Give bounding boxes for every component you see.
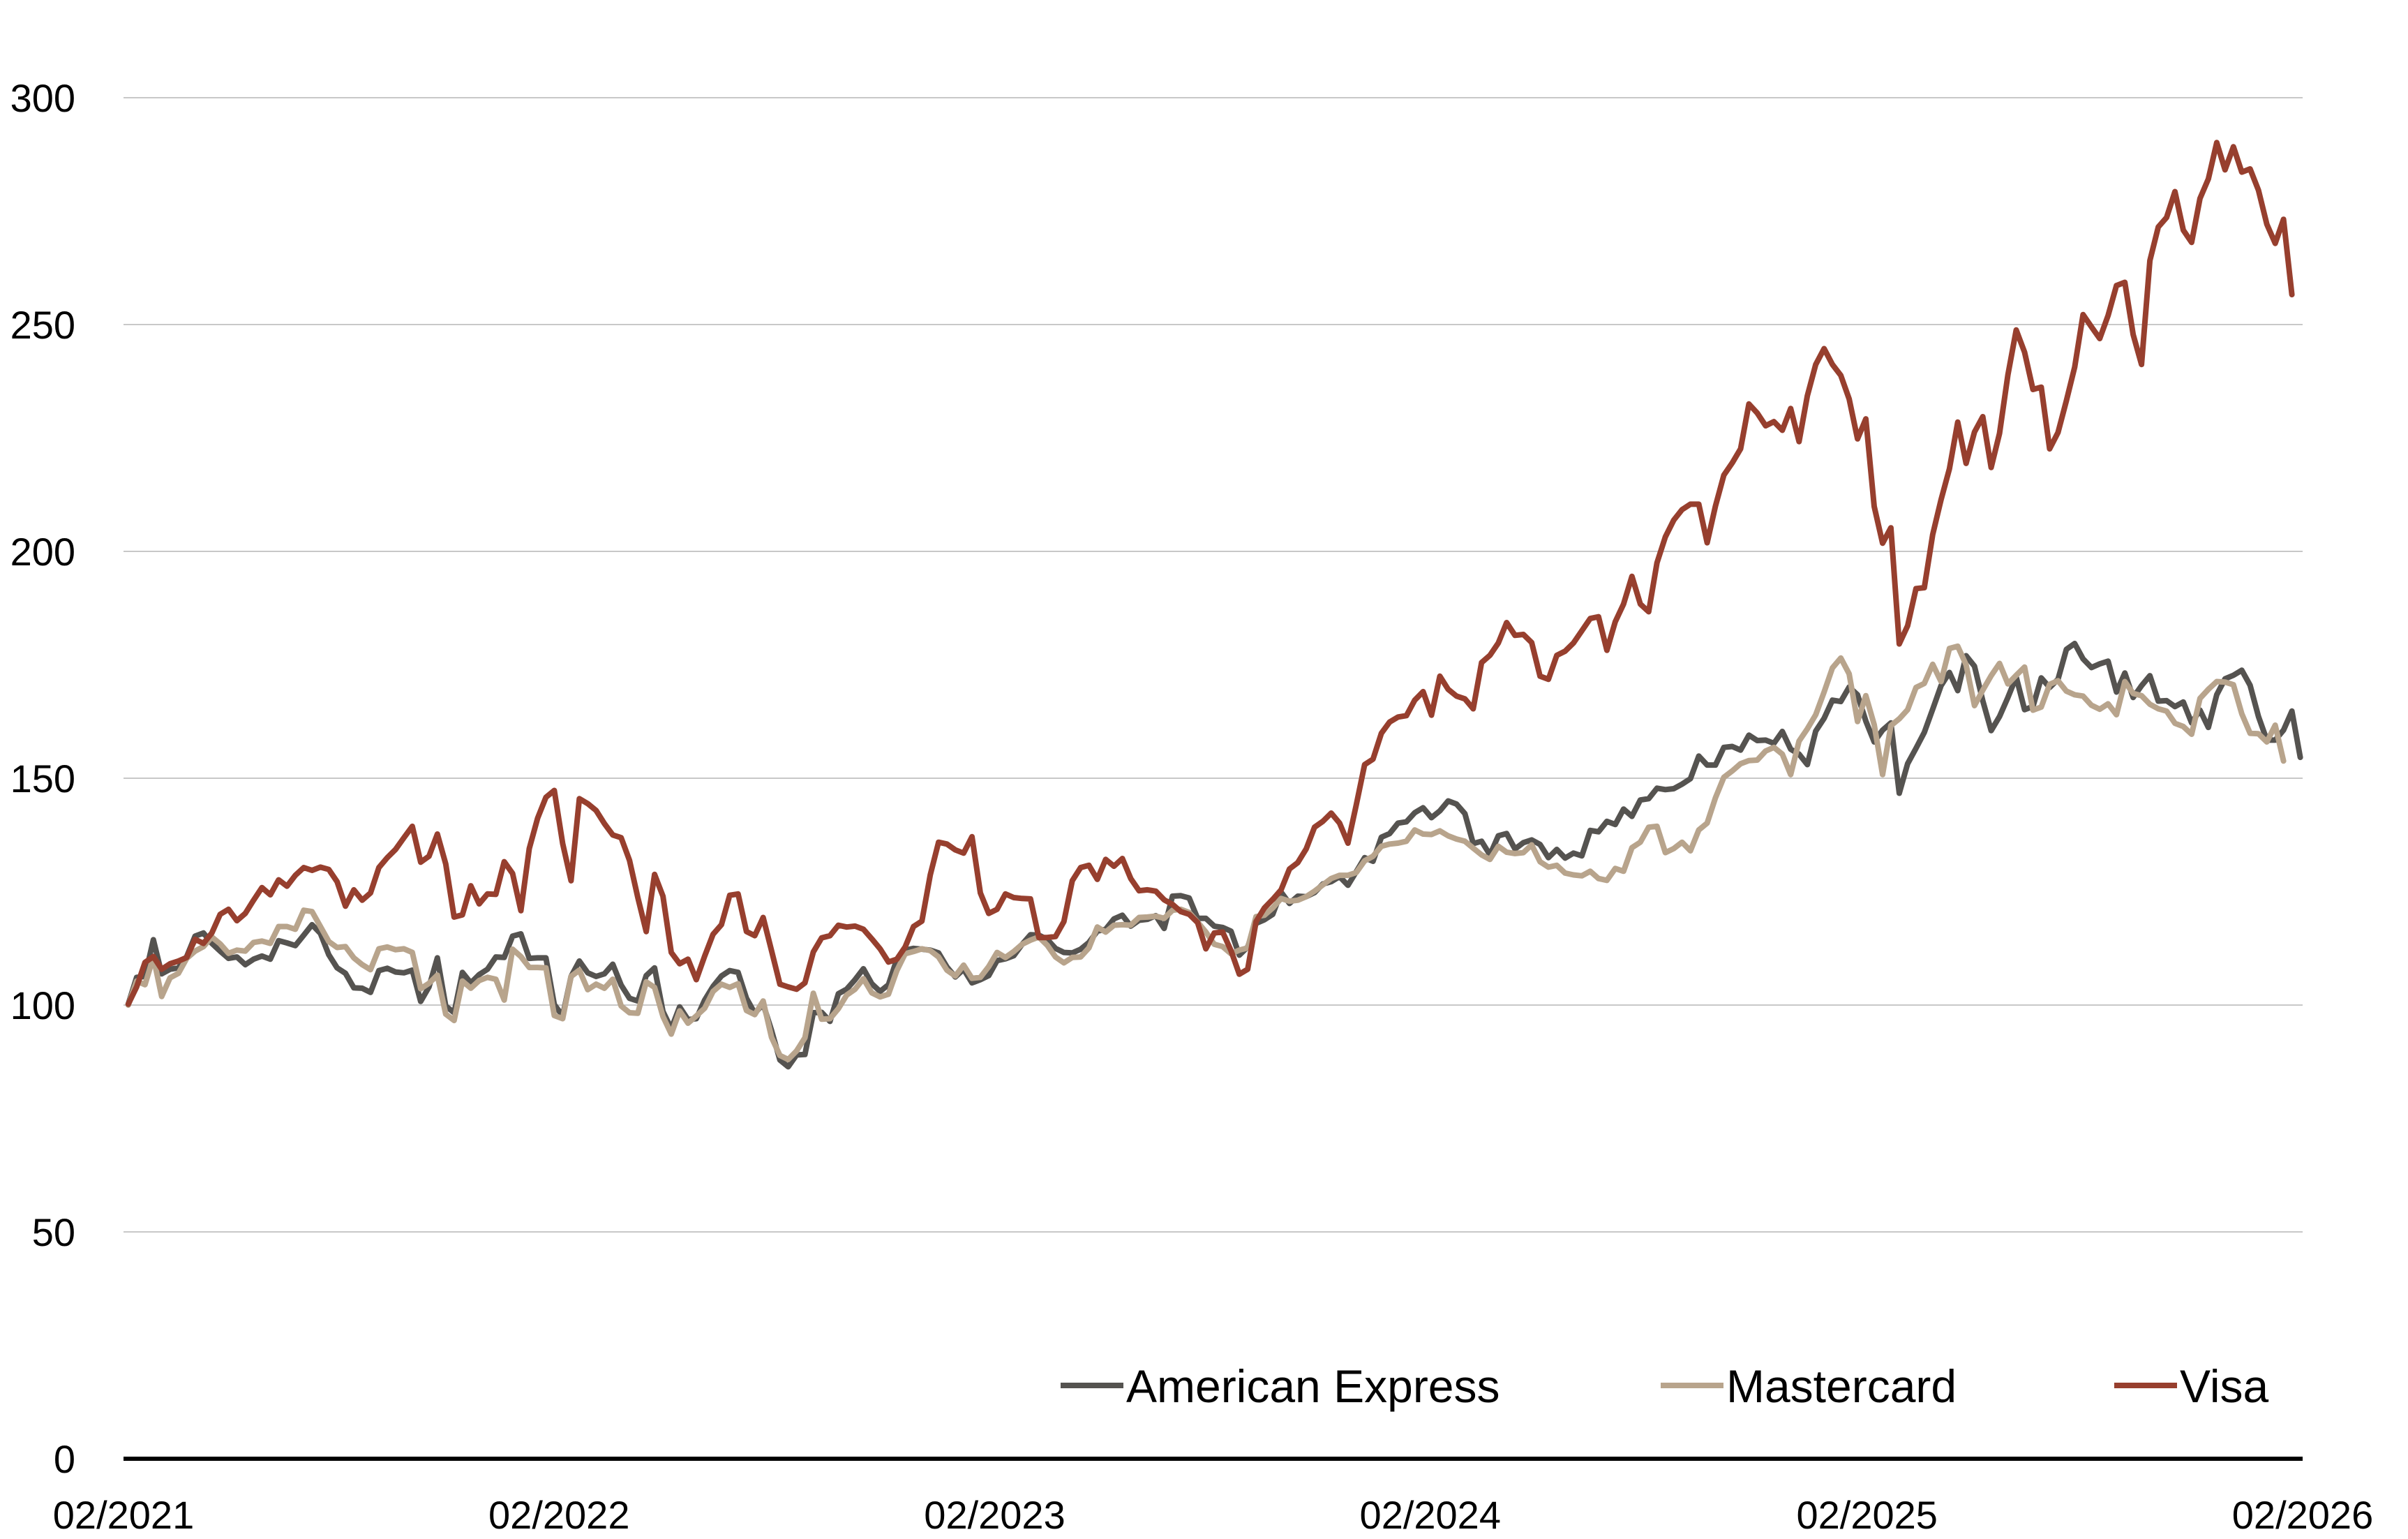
y-tick-label: 150 (10, 757, 75, 801)
x-tick-label: 02/2022 (488, 1493, 629, 1536)
x-tick-label: 02/2021 (53, 1493, 194, 1536)
legend: American Express Mastercard Visa (1061, 1360, 2268, 1412)
series-line-visa (125, 140, 2295, 1007)
y-tick-label: 0 (54, 1437, 75, 1481)
x-tick-label: 02/2023 (924, 1493, 1065, 1536)
y-tick-label: 250 (10, 303, 75, 347)
x-tick-label: 02/2026 (2232, 1493, 2373, 1536)
x-tick-label: 02/2025 (1797, 1493, 1938, 1536)
y-tick-label: 300 (10, 76, 75, 120)
series-lines (125, 140, 2303, 1070)
series-line-mastercard (125, 643, 2287, 1062)
gridlines (124, 97, 2303, 1233)
y-tick-label: 200 (10, 530, 75, 574)
legend-label: Mastercard (1726, 1360, 1957, 1412)
x-tick-label: 02/2024 (1360, 1493, 1501, 1536)
series-line-american-express (125, 641, 2303, 1070)
axes: 0 50 100 150 200 250 300 02/2021 02/2022 02/2023 0… (10, 76, 2374, 1537)
y-tick-label: 50 (32, 1210, 75, 1254)
legend-label: Visa (2180, 1360, 2268, 1412)
legend-label: American Express (1126, 1360, 1500, 1412)
y-tick-label: 100 (10, 983, 75, 1027)
